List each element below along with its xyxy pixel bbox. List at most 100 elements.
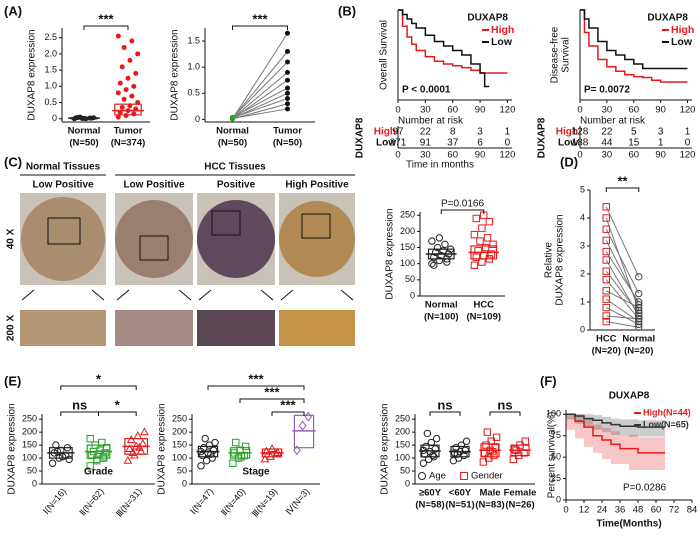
risk-value: 1 — [685, 127, 691, 138]
tissue-core — [197, 200, 275, 278]
significance-bracket — [271, 411, 305, 416]
point — [115, 33, 121, 39]
point — [472, 214, 480, 223]
point — [201, 434, 209, 443]
x-tick-label: HCC — [473, 300, 494, 311]
point — [423, 429, 432, 438]
zoom-line — [198, 289, 212, 301]
point — [457, 441, 466, 449]
point — [509, 455, 518, 464]
zoom-box — [139, 235, 169, 261]
x-tick-label: ≥60Y — [419, 488, 442, 499]
y-tick-label: 250 — [400, 210, 415, 220]
significance-bracket — [207, 385, 305, 390]
x-tick-label: Ⅰ(N=16) — [41, 486, 68, 516]
tissue-zoom — [115, 310, 193, 346]
annotation: P < 0.0001 — [402, 85, 451, 96]
point — [602, 312, 610, 320]
significance-label: ns — [437, 397, 452, 412]
y-axis-label: DUXAP8 expression — [27, 29, 38, 120]
point — [602, 214, 610, 222]
pair-line — [605, 228, 640, 294]
pair-line — [606, 290, 639, 309]
group-label: Normal Tissues — [26, 162, 101, 173]
point — [427, 438, 436, 447]
point — [123, 87, 129, 93]
legend-label: High — [491, 24, 514, 36]
significance-label: ns — [72, 397, 87, 412]
y-tick-label: 200 — [22, 427, 37, 437]
y-tick-label: 200 — [395, 427, 410, 437]
significance-label: *** — [264, 384, 280, 399]
point — [492, 433, 501, 442]
point — [135, 51, 141, 57]
survival-curve — [398, 9, 508, 74]
y-axis-label: DUXAP8 expression — [157, 403, 168, 494]
point — [521, 437, 529, 445]
y-tick-label: 1.5 — [187, 35, 200, 45]
x-tick-label: 120 — [500, 150, 516, 161]
y-tick-label: 1.5 — [44, 65, 57, 75]
significance-label: *** — [248, 371, 264, 386]
x-tick-label: (N=50) — [273, 138, 302, 149]
annotation: P= 0.0072 — [584, 85, 630, 96]
point — [267, 444, 277, 453]
significance-label: *** — [98, 11, 114, 26]
confidence-band — [566, 414, 665, 437]
zoom-line — [178, 289, 192, 301]
x-axis-label: Time(Months) — [596, 519, 661, 530]
tissue-zoom — [20, 310, 106, 346]
y-tick-label: 100 — [172, 452, 187, 462]
x-tick-label: Ⅰ(N=47) — [188, 486, 215, 516]
point — [126, 435, 136, 443]
legend-label: High — [671, 24, 694, 36]
point — [635, 309, 643, 317]
survival-curve — [580, 9, 688, 83]
x-tick-label: 60 — [447, 105, 458, 116]
panel-label: (C) — [4, 154, 22, 169]
x-tick-label: Female — [504, 488, 537, 499]
y-axis-label: DUXAP8 expression — [170, 29, 181, 120]
point — [428, 451, 437, 460]
point — [65, 455, 73, 464]
risk-value: 1 — [505, 127, 511, 138]
point — [602, 287, 610, 295]
panel-label: (E) — [4, 373, 21, 388]
y-tick-label: 0.5 — [44, 97, 57, 107]
significance-bracket — [429, 411, 461, 416]
legend-label: Low — [491, 36, 513, 48]
x-tick-label: 84 — [687, 505, 698, 516]
point — [435, 256, 444, 265]
y-tick-label: 1.0 — [44, 81, 57, 91]
tissue-zoom — [197, 310, 275, 346]
risk-row-label: High — [556, 127, 578, 138]
y-axis-label: Survival — [561, 37, 572, 73]
risk-value: 3 — [658, 127, 664, 138]
x-tick-label: Male — [479, 488, 500, 499]
point — [86, 462, 94, 470]
pair-line — [232, 32, 288, 120]
tissue-zoom — [279, 310, 355, 346]
point — [602, 275, 610, 284]
pair-line — [605, 206, 640, 278]
point — [285, 85, 290, 91]
point — [140, 427, 149, 436]
y-tick-label: 150 — [400, 242, 415, 252]
point — [635, 303, 643, 312]
y-tick-label: 250 — [172, 414, 187, 424]
point — [479, 458, 488, 466]
point — [428, 259, 436, 268]
significance-label: ns — [497, 397, 512, 412]
y-tick-label: 150 — [22, 439, 37, 449]
point — [478, 224, 486, 232]
tissue-core — [279, 201, 355, 277]
zoom-box — [47, 217, 81, 245]
risk-value: 8 — [450, 127, 456, 138]
risk-value: 15 — [628, 138, 640, 149]
x-tick-label: 60 — [651, 505, 662, 516]
point — [635, 301, 643, 309]
y-tick-label: 2 — [580, 268, 585, 278]
legend-label: Low(N=65) — [643, 419, 689, 429]
point — [422, 442, 430, 451]
y-axis-label: Relative — [544, 242, 555, 279]
